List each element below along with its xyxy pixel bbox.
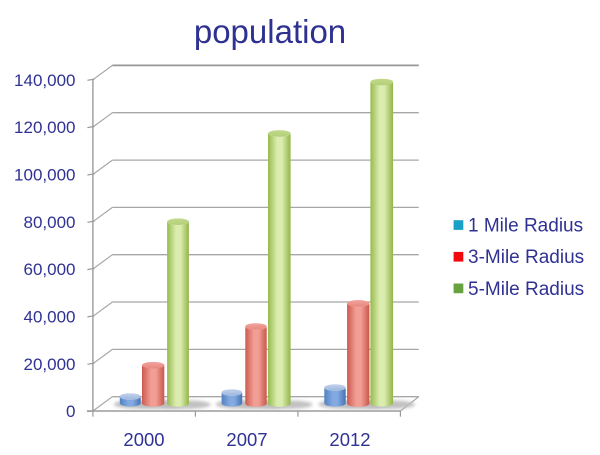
svg-text:100,000: 100,000 (14, 166, 75, 185)
svg-text:5-Mile Radius: 5-Mile Radius (468, 279, 584, 300)
svg-text:20,000: 20,000 (24, 355, 76, 374)
svg-text:80,000: 80,000 (24, 213, 76, 232)
svg-text:140,000: 140,000 (14, 71, 75, 90)
svg-text:60,000: 60,000 (24, 260, 76, 279)
svg-text:1 Mile Radius: 1 Mile Radius (468, 216, 583, 237)
svg-text:population: population (194, 13, 346, 50)
svg-text:2007: 2007 (226, 429, 267, 450)
svg-text:2012: 2012 (329, 429, 370, 450)
svg-text:0: 0 (66, 402, 75, 421)
svg-text:120,000: 120,000 (14, 118, 75, 137)
svg-text:40,000: 40,000 (24, 308, 76, 327)
svg-text:2000: 2000 (123, 429, 164, 450)
svg-text:3-Mile Radius: 3-Mile Radius (468, 247, 584, 268)
